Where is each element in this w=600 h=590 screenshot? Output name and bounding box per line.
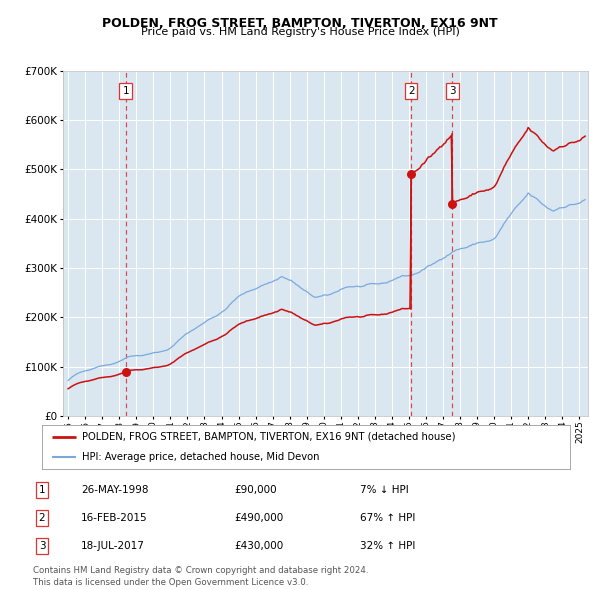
Text: 32% ↑ HPI: 32% ↑ HPI (360, 542, 415, 551)
Text: Price paid vs. HM Land Registry's House Price Index (HPI): Price paid vs. HM Land Registry's House … (140, 27, 460, 37)
Text: POLDEN, FROG STREET, BAMPTON, TIVERTON, EX16 9NT: POLDEN, FROG STREET, BAMPTON, TIVERTON, … (102, 17, 498, 30)
Text: 3: 3 (449, 86, 455, 96)
Text: 18-JUL-2017: 18-JUL-2017 (81, 542, 145, 551)
Text: 2: 2 (38, 513, 46, 523)
Text: POLDEN, FROG STREET, BAMPTON, TIVERTON, EX16 9NT (detached house): POLDEN, FROG STREET, BAMPTON, TIVERTON, … (82, 432, 455, 442)
Text: 1: 1 (38, 485, 46, 494)
Text: HPI: Average price, detached house, Mid Devon: HPI: Average price, detached house, Mid … (82, 452, 319, 462)
Text: 16-FEB-2015: 16-FEB-2015 (81, 513, 148, 523)
Text: 26-MAY-1998: 26-MAY-1998 (81, 485, 149, 494)
Text: 67% ↑ HPI: 67% ↑ HPI (360, 513, 415, 523)
Text: £90,000: £90,000 (234, 485, 277, 494)
Text: 2: 2 (408, 86, 415, 96)
Text: 3: 3 (38, 542, 46, 551)
Text: Contains HM Land Registry data © Crown copyright and database right 2024.
This d: Contains HM Land Registry data © Crown c… (33, 566, 368, 587)
Text: £490,000: £490,000 (234, 513, 283, 523)
Text: 1: 1 (122, 86, 129, 96)
Text: £430,000: £430,000 (234, 542, 283, 551)
Text: 7% ↓ HPI: 7% ↓ HPI (360, 485, 409, 494)
